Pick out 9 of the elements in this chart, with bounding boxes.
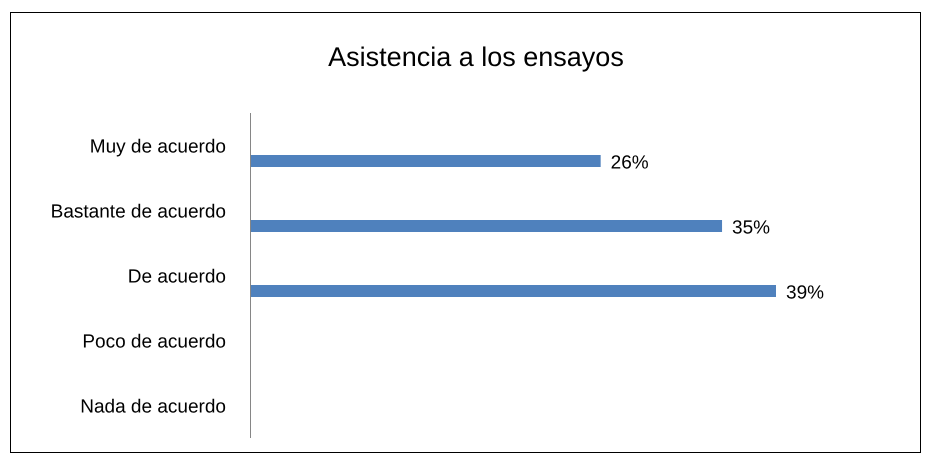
data-label: 35% — [732, 218, 770, 238]
chart-title: Asistencia a los ensayos — [328, 42, 624, 72]
y-tick-label: De acuerdo — [128, 266, 226, 288]
data-label: 26% — [610, 152, 649, 174]
data-label: 39% — [786, 282, 824, 304]
y-tick-label: Poco de acuerdo — [82, 332, 226, 352]
y-tick-label: Bastante de acuerdo — [50, 202, 226, 222]
y-tick-label: Nada de acuerdo — [80, 396, 226, 418]
y-tick-label: Muy de acuerdo — [90, 136, 226, 158]
